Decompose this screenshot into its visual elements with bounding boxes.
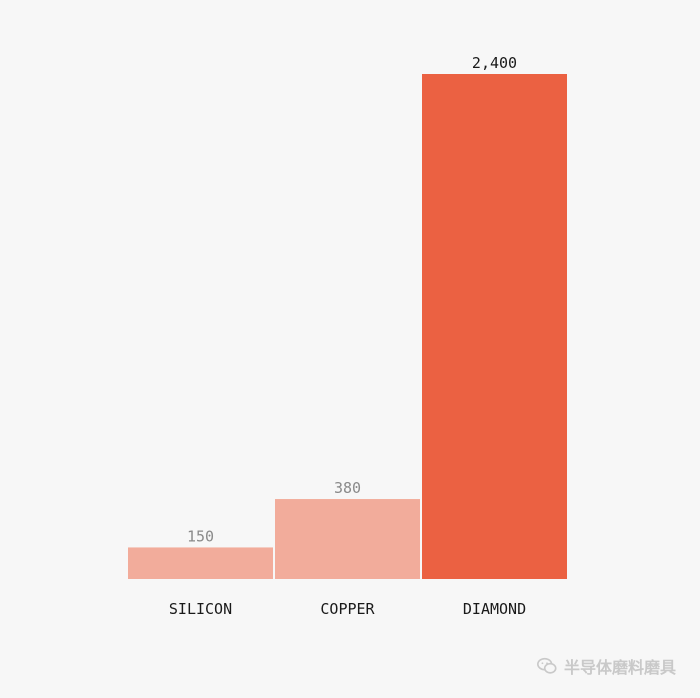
category-label-silicon: SILICON — [169, 600, 232, 618]
value-label-diamond: 2,400 — [472, 54, 517, 72]
category-labels-layer: SILICON COPPER DIAMOND — [169, 600, 526, 618]
bar-copper — [275, 499, 420, 579]
bar-silicon — [128, 547, 273, 579]
value-label-copper: 380 — [334, 479, 361, 497]
category-label-copper: COPPER — [320, 600, 375, 618]
value-label-silicon: 150 — [187, 527, 214, 545]
watermark-text: 半导体磨料磨具 — [563, 658, 676, 677]
wechat-icon — [536, 657, 557, 674]
watermark: 半导体磨料磨具 — [536, 654, 676, 678]
category-label-diamond: DIAMOND — [463, 600, 526, 618]
bars-layer — [128, 74, 567, 579]
value-labels-layer: 150 380 2,400 — [187, 54, 517, 545]
bar-diamond — [422, 74, 567, 579]
